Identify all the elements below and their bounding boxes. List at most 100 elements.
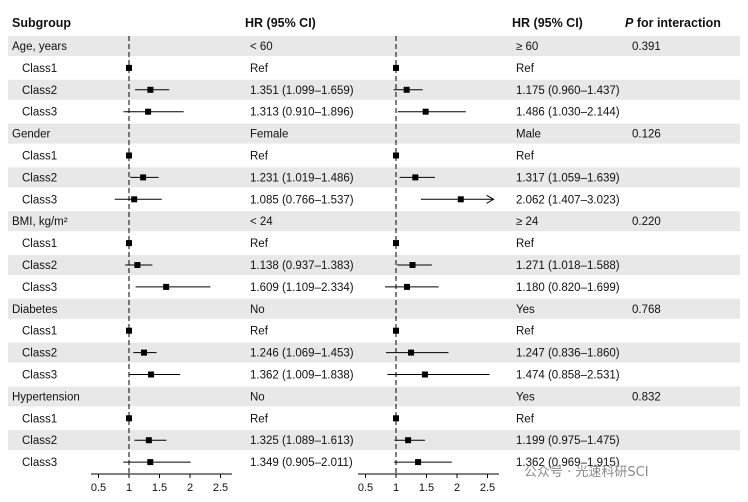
stripe-row [8, 342, 740, 363]
stripe-row [8, 79, 740, 100]
group-p-value: 0.391 [632, 41, 661, 53]
header-hr-left: HR (95% CI) [245, 16, 316, 30]
left-1-1-hr-marker [140, 174, 147, 181]
hr-text-left: 1.349 (0.905–2.011) [250, 457, 353, 469]
group-p-value: 0.832 [632, 391, 661, 403]
hr-text-right: 1.362 (0.969–1.915) [516, 457, 620, 469]
header-p-interaction: P for interaction [625, 16, 721, 30]
hr-text-left: 1.085 (0.766–1.537) [250, 194, 354, 206]
hr-text-left: 1.351 (1.099–1.659) [250, 85, 354, 97]
right-0-1-hr-marker [403, 86, 410, 93]
x-tick-label-left: 1.5 [152, 482, 167, 494]
x-tick-label-right: 0.5 [358, 482, 373, 494]
stripe-group-4 [8, 386, 740, 407]
right-2-2-hr-marker [403, 283, 410, 290]
left-2-1-hr-marker [134, 262, 141, 268]
hr-text-left: Ref [250, 151, 269, 163]
hr-text-right: Ref [516, 63, 535, 75]
hr-text-right: 1.247 (0.836–1.860) [516, 348, 620, 360]
forest-marks [114, 64, 495, 466]
left-3-0-ref-marker [126, 327, 132, 334]
subgroup-class-label: Class2 [22, 435, 57, 447]
subgroup-class-label: Class2 [22, 172, 57, 184]
left-4-0-ref-marker [126, 415, 132, 422]
hr-text-left: 1.246 (1.069–1.453) [250, 348, 354, 360]
group-p-value: 0.220 [632, 216, 661, 228]
hr-text-left: 1.325 (1.089–1.613) [250, 435, 354, 447]
hr-text-right: 1.486 (1.030–2.144) [516, 107, 620, 119]
hr-text-left: Ref [250, 238, 269, 250]
hr-text-left: Ref [250, 326, 269, 338]
right-1-2-ci-arrow [486, 194, 495, 204]
hr-text-right: 1.474 (0.858–2.531) [516, 370, 620, 382]
right-1-0-ref-marker [393, 152, 399, 159]
group-level-left: < 24 [250, 216, 273, 228]
left-2-0-ref-marker [126, 240, 132, 247]
hr-text-right: Ref [516, 413, 535, 425]
x-tick-label-right: 1 [393, 482, 399, 494]
stripe-row [8, 167, 740, 188]
left-4-1-hr-marker [145, 437, 152, 444]
subgroup-class-label: Class1 [22, 326, 57, 338]
header-subgroup: Subgroup [12, 16, 71, 30]
right-3-2-hr-marker [421, 371, 428, 378]
table-rows: Age, years < 60 ≥ 60 0.391 Class1 Ref Ref Class… [12, 41, 661, 469]
right-0-0-ref-marker [393, 64, 399, 71]
left-3-1-hr-marker [141, 349, 148, 356]
right-4-2-hr-marker [415, 459, 422, 466]
right-4-1-hr-marker [405, 437, 412, 444]
group-p-value: 0.768 [632, 304, 661, 316]
subgroup-class-label: Class2 [22, 348, 57, 360]
right-0-2-hr-marker [422, 108, 429, 115]
stripe-row [8, 430, 740, 451]
x-tick-label-left: 1 [126, 482, 132, 494]
hr-text-right: 1.175 (0.960–1.437) [516, 85, 620, 97]
left-0-1-hr-marker [147, 86, 154, 93]
subgroup-class-label: Class3 [22, 370, 57, 382]
right-4-0-ref-marker [393, 415, 399, 422]
right-2-1-hr-marker [409, 262, 416, 268]
hr-text-right: 1.317 (1.059–1.639) [516, 172, 620, 184]
group-label: Age, years [12, 41, 67, 53]
row-stripes [8, 36, 740, 451]
hr-text-left: 1.231 (1.019–1.486) [250, 172, 354, 184]
header-hr-right: HR (95% CI) [512, 16, 583, 30]
stripe-row [8, 255, 740, 275]
subgroup-class-label: Class1 [22, 63, 57, 75]
group-label: BMI, kg/m² [12, 216, 68, 228]
subgroup-class-label: Class2 [22, 260, 57, 272]
hr-text-left: Ref [250, 63, 269, 75]
left-2-2-hr-marker [163, 283, 170, 290]
subgroup-class-label: Class3 [22, 107, 57, 119]
subgroup-class-label: Class3 [22, 194, 57, 206]
x-axes: 0.5 1 1.5 2 2.5 0.5 1 1.5 2 2.5 [91, 36, 499, 494]
group-level-right: ≥ 24 [516, 216, 539, 228]
x-tick-label-right: 2 [454, 482, 460, 494]
left-4-2-hr-marker [147, 459, 154, 466]
watermark-text: 公众号 · 光速科研SCI [524, 465, 649, 480]
group-level-left: No [250, 304, 265, 316]
subgroup-class-label: Class3 [22, 282, 57, 294]
hr-text-left: Ref [250, 413, 269, 425]
x-tick-label-left: 0.5 [91, 482, 106, 494]
hr-text-right: Ref [516, 238, 535, 250]
subgroup-class-label: Class2 [22, 85, 57, 97]
subgroup-class-label: Class1 [22, 238, 57, 250]
hr-text-left: 1.313 (0.910–1.896) [250, 107, 354, 119]
hr-text-right: Ref [516, 151, 535, 163]
hr-text-right: Ref [516, 326, 535, 338]
group-label: Diabetes [12, 304, 58, 316]
group-level-left: < 60 [250, 41, 273, 53]
x-tick-label-right: 2.5 [480, 482, 495, 494]
left-0-2-hr-marker [145, 108, 152, 115]
subgroup-class-label: Class3 [22, 457, 57, 469]
group-level-right: Male [516, 129, 541, 141]
left-3-2-hr-marker [148, 371, 155, 378]
hr-text-right: 1.199 (0.975–1.475) [516, 435, 620, 447]
left-1-2-hr-marker [131, 196, 138, 203]
group-level-right: Yes [516, 304, 535, 316]
hr-text-left: 1.362 (1.009–1.838) [250, 370, 354, 382]
subgroup-class-label: Class1 [22, 413, 57, 425]
right-3-1-hr-marker [408, 349, 415, 356]
